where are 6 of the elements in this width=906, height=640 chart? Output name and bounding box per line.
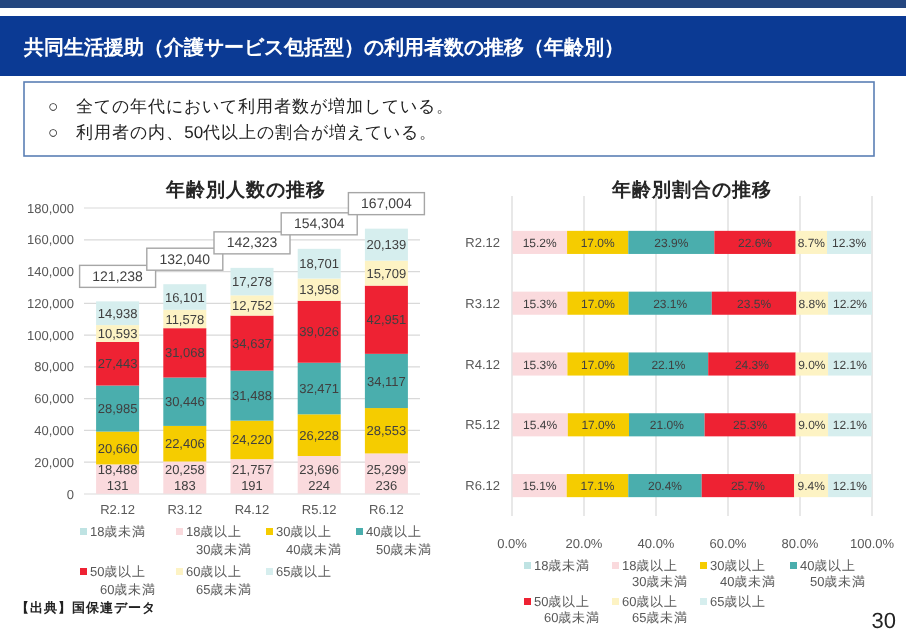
text: ○ 利用者の内、50代以上の割合が増えている。 [48,122,438,142]
chart-title: 年齢別人数の推移 [164,178,326,202]
chart-title: 年齢別割合の推移 [610,178,772,202]
text: ○ 全ての年代において利用者数が増加している。 [48,96,455,116]
text: 共同生活援助（介護サービス包括型）の利用者数の推移（年齢別） [22,36,624,60]
text: 30 [871,610,896,634]
